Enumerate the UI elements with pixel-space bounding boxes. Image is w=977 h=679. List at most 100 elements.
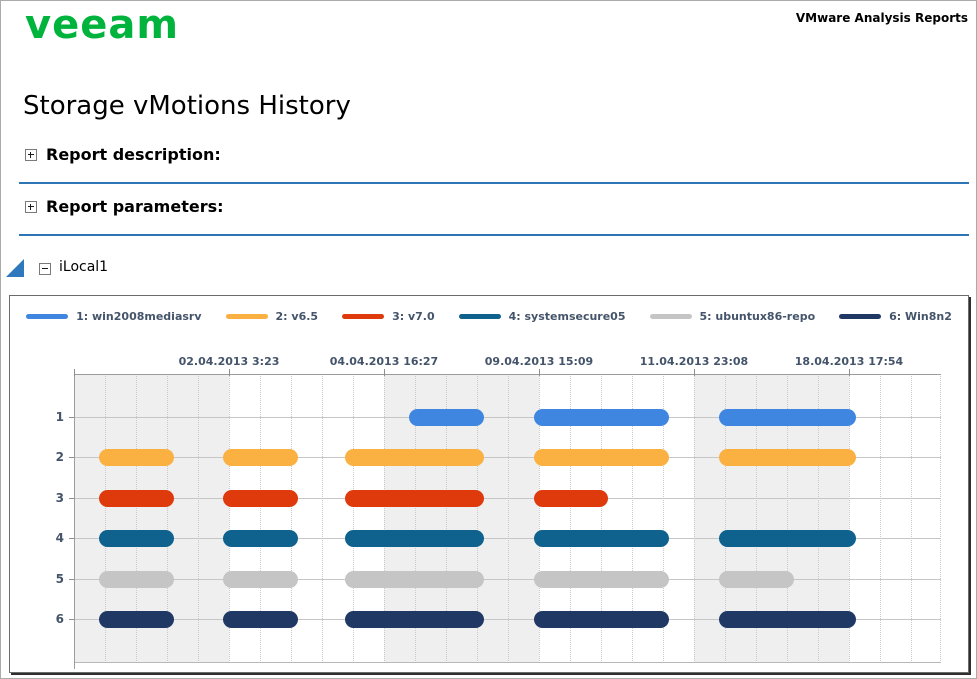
vertical-gridline [539, 374, 540, 663]
vertical-gridline [415, 374, 416, 663]
gantt-bar-v7.0[interactable] [345, 489, 484, 507]
y-axis-label: 6 [55, 612, 64, 626]
section-label: Report parameters: [46, 197, 224, 216]
horizontal-gridline [74, 619, 941, 620]
gantt-bar-v7.0[interactable] [99, 489, 174, 507]
legend-swatch [458, 314, 501, 319]
gantt-bar-systemsecure05[interactable] [719, 529, 856, 547]
y-axis-tick [69, 417, 74, 418]
gantt-bar-systemsecure05[interactable] [99, 529, 174, 547]
group-marker-icon [6, 259, 24, 277]
x-axis-label: 04.04.2013 16:27 [329, 355, 439, 368]
horizontal-gridline [74, 457, 941, 458]
y-axis-label: 4 [55, 531, 64, 545]
section-label: Report description: [46, 145, 221, 164]
gantt-bar-systemsecure05[interactable] [223, 529, 298, 547]
vertical-gridline [725, 374, 726, 663]
vertical-gridline [694, 374, 695, 663]
section-divider [19, 234, 969, 236]
section-report-description[interactable]: Report description: [25, 145, 221, 164]
vertical-gridline [136, 374, 137, 663]
gantt-bar-v6.5[interactable] [534, 448, 669, 466]
legend-swatch [839, 314, 882, 319]
y-axis-line [74, 374, 75, 669]
y-axis-tick [69, 579, 74, 580]
gantt-bar-systemsecure05[interactable] [345, 529, 484, 547]
vertical-gridline [601, 374, 602, 663]
gantt-bar-Win8n2[interactable] [345, 610, 484, 628]
gantt-bar-Win8n2[interactable] [719, 610, 856, 628]
vertical-gridline [229, 374, 230, 663]
y-axis-label: 3 [55, 491, 64, 505]
legend-label: 5: ubuntux86-repo [699, 310, 816, 323]
vertical-gridline [663, 374, 664, 663]
expand-icon[interactable] [25, 200, 37, 213]
gantt-bar-systemsecure05[interactable] [534, 529, 669, 547]
legend-item: 5: ubuntux86-repo [649, 310, 816, 323]
x-axis-label: 09.04.2013 15:09 [484, 355, 594, 368]
group-label: iLocal1 [59, 259, 109, 275]
vertical-gridline [570, 374, 571, 663]
legend-label: 6: Win8n2 [889, 310, 952, 323]
expand-icon[interactable] [25, 148, 37, 161]
chart-panel: 1: win2008mediasrv 2: v6.5 3: v7.0 4: syste… [9, 295, 969, 673]
page-title: Storage vMotions History [23, 91, 351, 121]
gantt-bar-v7.0[interactable] [223, 489, 298, 507]
vertical-gridline [787, 374, 788, 663]
gantt-bar-v6.5[interactable] [223, 448, 298, 466]
legend-item: 2: v6.5 [225, 310, 319, 323]
gantt-bar-win2008mediasrv[interactable] [409, 408, 484, 426]
collapse-icon[interactable] [39, 263, 51, 275]
x-axis-tick [694, 369, 695, 376]
gantt-bar-ubuntux86-repo[interactable] [223, 570, 298, 588]
vertical-gridline [322, 374, 323, 663]
gantt-bar-Win8n2[interactable] [534, 610, 669, 628]
legend-swatch [26, 314, 69, 319]
legend-swatch [342, 314, 385, 319]
vertical-gridline [849, 374, 850, 663]
x-axis-tick [229, 369, 230, 376]
x-axis-label: 11.04.2013 23:08 [639, 355, 749, 368]
section-report-parameters[interactable]: Report parameters: [25, 197, 224, 216]
vertical-gridline [940, 374, 941, 663]
gantt-bar-ubuntux86-repo[interactable] [719, 570, 794, 588]
vertical-gridline [260, 374, 261, 663]
gantt-bar-win2008mediasrv[interactable] [719, 408, 856, 426]
section-divider [19, 182, 969, 184]
vertical-gridline [446, 374, 447, 663]
gantt-bar-ubuntux86-repo[interactable] [99, 570, 174, 588]
gantt-bar-win2008mediasrv[interactable] [534, 408, 669, 426]
veeam-logo: veeam [25, 2, 180, 48]
vertical-gridline [880, 374, 881, 663]
legend-swatch [225, 314, 268, 319]
gantt-bar-Win8n2[interactable] [99, 610, 174, 628]
horizontal-gridline [74, 538, 941, 539]
y-axis-label: 1 [55, 410, 64, 424]
report-type-label: VMware Analysis Reports [795, 11, 968, 25]
horizontal-gridline [74, 417, 941, 418]
vertical-gridline [105, 374, 106, 663]
gantt-bar-Win8n2[interactable] [223, 610, 298, 628]
gantt-bar-v7.0[interactable] [534, 489, 608, 507]
gantt-bar-ubuntux86-repo[interactable] [345, 570, 484, 588]
gantt-bar-v6.5[interactable] [99, 448, 174, 466]
gantt-bar-v6.5[interactable] [719, 448, 856, 466]
y-axis-tick [69, 619, 74, 620]
legend-item: 3: v7.0 [342, 310, 435, 323]
plot-area: 1 2 3 4 5 6 02.04.2013 3:23 04.04.2013 16:27 09.… [56, 355, 941, 669]
legend-label: 1: win2008mediasrv [76, 310, 202, 323]
y-axis-label: 5 [55, 572, 64, 586]
gantt-bar-v6.5[interactable] [345, 448, 484, 466]
y-axis-tick [69, 538, 74, 539]
vertical-gridline [291, 374, 292, 663]
y-axis-tick [69, 498, 74, 499]
chart-legend: 1: win2008mediasrv 2: v6.5 3: v7.0 4: syste… [18, 310, 960, 323]
vertical-gridline [818, 374, 819, 663]
legend-label: 4: systemsecure05 [508, 310, 626, 323]
x-axis-label: 02.04.2013 3:23 [178, 355, 280, 368]
legend-label: 2: v6.5 [275, 310, 319, 323]
gantt-bar-ubuntux86-repo[interactable] [534, 570, 669, 588]
plot-bottom-line [74, 662, 941, 663]
vertical-gridline [911, 374, 912, 663]
horizontal-gridline [74, 498, 941, 499]
